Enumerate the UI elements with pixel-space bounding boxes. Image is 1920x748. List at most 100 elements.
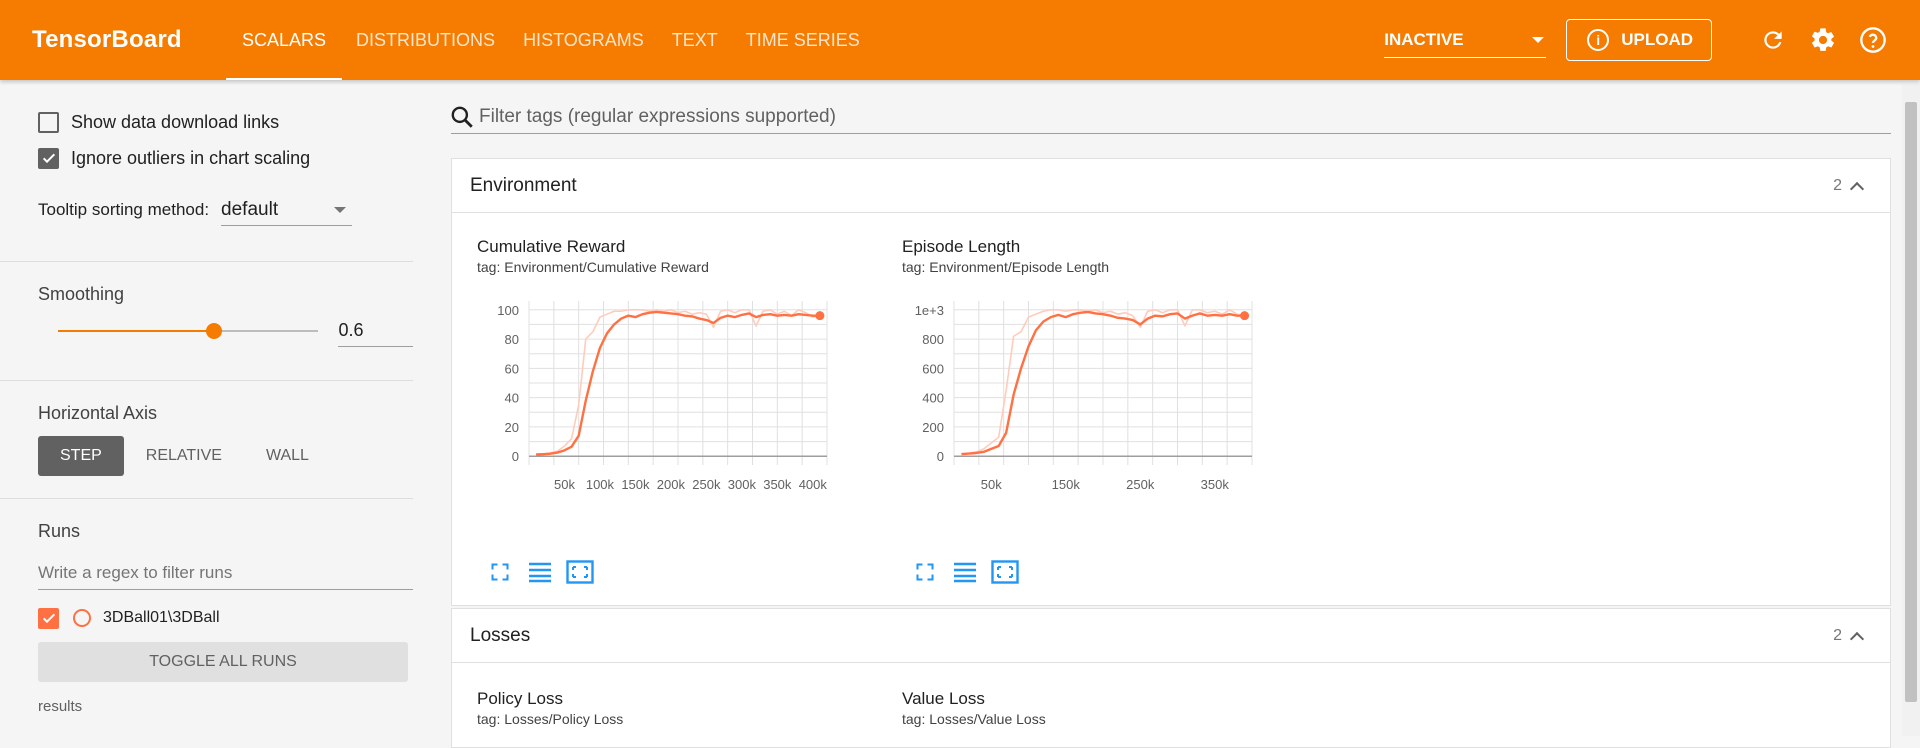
group-header-environment[interactable]: Environment 2 [452,159,1890,213]
tab-distributions[interactable]: DISTRIBUTIONS [356,29,496,50]
run-color-icon[interactable] [73,609,91,627]
ignore-outliers-row[interactable]: Ignore outliers in chart scaling [38,140,413,176]
tab-time-series[interactable]: TIME SERIES [745,29,860,50]
x-tick-label: 50k [554,477,575,492]
fullscreen-icon [916,563,934,581]
fullscreen-button[interactable] [910,559,940,585]
dashboard-select-value: INACTIVE [1384,29,1464,49]
group-title: Losses [470,624,531,646]
fit-domain-button[interactable] [990,559,1020,585]
runs-filter-input[interactable]: Write a regex to filter runs [38,556,413,590]
refresh-icon [1764,31,1782,49]
help-icon [1860,27,1886,53]
top-app-bar: TensorBoard SCALARS DISTRIBUTIONS HISTOG… [0,0,1920,80]
group-card-losses: Losses 2 Policy Loss tag: Losses/Policy … [451,608,1891,748]
fullscreen-icon [491,563,509,581]
dashboard-tabs: SCALARS DISTRIBUTIONS HISTOGRAMS TEXT TI… [226,0,874,80]
main-panel: Filter tags (regular expressions support… [413,80,1902,748]
show-download-links-row[interactable]: Show data download links [38,104,413,140]
fit-to-data-icon [991,560,1019,584]
chart-title: Episode Length [902,237,1021,256]
smoothing-label: Smoothing [38,284,125,304]
run-name: 3DBall01\3DBall [103,609,220,626]
x-tick-label: 100k [586,477,615,492]
tooltip-sorting-label: Tooltip sorting method: [38,200,210,219]
chart-tag: tag: Losses/Policy Loss [477,711,624,727]
x-tick-label: 150k [621,477,650,492]
fit-to-data-icon [566,560,594,584]
chart-tag: tag: Environment/Cumulative Reward [477,259,709,275]
settings-button[interactable] [1808,25,1838,55]
cumulative-reward-chart[interactable]: 0 20 40 60 80 100 50k 100k 150k 200k 250k 300k 350k 4… [467,293,887,543]
smoothing-control: 0.6 [38,311,413,351]
y-tick-label: 100 [497,303,519,318]
y-tick-label: 800 [922,332,944,347]
axis-relative-button[interactable]: RELATIVE [145,447,222,464]
upload-label: UPLOAD [1621,30,1693,49]
run-checkbox[interactable] [38,607,59,629]
tab-histograms[interactable]: HISTOGRAMS [523,29,644,50]
app-title: TensorBoard [32,26,182,53]
y-tick-label: 0 [512,449,519,464]
tab-scalars[interactable]: SCALARS [226,0,343,80]
info-icon: i [1587,29,1610,51]
horizontal-axis-options: STEP RELATIVE WALL [38,436,413,476]
chart-title: Cumulative Reward [477,237,626,256]
chart-card-episode-length: Episode Length tag: Environment/Episode … [902,237,1322,584]
smoothing-input[interactable]: 0.6 [338,315,413,347]
smoothing-slider-fill [58,330,214,332]
help-button[interactable] [1858,25,1888,55]
tooltip-sorting-row: Tooltip sorting method: default [38,190,413,230]
x-tick-label: 150k [1052,477,1081,492]
scrollbar-thumb[interactable] [1905,102,1917,702]
dashboard-select[interactable]: INACTIVE [1384,22,1547,58]
group-title: Environment [470,174,577,196]
x-tick-label: 250k [692,477,721,492]
caret-down-icon [1532,36,1545,43]
smoothing-slider-thumb[interactable] [206,323,222,339]
options-section: Show data download links Ignore outliers… [0,80,413,262]
run-item[interactable]: 3DBall01\3DBall [38,598,413,638]
show-download-links-checkbox[interactable] [38,111,59,133]
chevron-up-icon[interactable] [1849,631,1865,646]
x-tick-label: 350k [1201,477,1230,492]
tooltip-sorting-value: default [221,198,279,220]
episode-length-chart[interactable]: 0 200 400 600 800 1e+3 50k 150k 250k 350k [892,293,1312,543]
group-count: 2 [1833,626,1842,644]
upload-button[interactable]: i UPLOAD [1566,19,1712,61]
fit-domain-button[interactable] [565,559,595,585]
gear-icon [1812,28,1834,51]
axis-step-button[interactable]: STEP [38,436,124,476]
smoothing-slider[interactable] [58,323,319,339]
show-download-links-label: Show data download links [71,111,280,132]
group-header-losses[interactable]: Losses 2 [452,609,1890,663]
horizontal-axis-label: Horizontal Axis [38,403,158,423]
x-tick-label: 50k [981,477,1002,492]
x-tick-label: 300k [728,477,757,492]
smoothing-section: Smoothing 0.6 [0,262,413,381]
chart-toolbar [485,559,605,585]
page-scrollbar[interactable] [1902,84,1920,736]
raw-series-line [961,308,1245,455]
tag-filter[interactable]: Filter tags (regular expressions support… [451,100,1891,134]
chart-card-cumulative-reward: Cumulative Reward tag: Environment/Cumul… [477,237,897,584]
chevron-up-icon[interactable] [1849,181,1865,196]
last-point-marker [815,311,825,321]
checkmark-icon [42,613,55,624]
last-point-marker [1240,311,1250,321]
fullscreen-button[interactable] [485,559,515,585]
tooltip-sorting-select[interactable]: default [221,194,353,226]
tag-filter-input[interactable]: Filter tags (regular expressions support… [479,105,836,127]
y-tick-label: 1e+3 [915,303,944,318]
toggle-log-scale-button[interactable] [525,559,555,585]
x-tick-label: 350k [763,477,792,492]
reload-button[interactable] [1758,25,1788,55]
group-card-environment: Environment 2 Cumulative Reward tag: Env… [451,158,1891,606]
toggle-all-runs-button[interactable]: TOGGLE ALL RUNS [38,642,408,682]
toggle-log-scale-button[interactable] [950,559,980,585]
tab-text[interactable]: TEXT [671,29,718,50]
axis-wall-button[interactable]: WALL [265,447,309,464]
chart-toolbar [910,559,1030,585]
group-body: Policy Loss tag: Losses/Policy Loss Valu… [452,663,1890,743]
ignore-outliers-checkbox[interactable] [38,147,59,169]
